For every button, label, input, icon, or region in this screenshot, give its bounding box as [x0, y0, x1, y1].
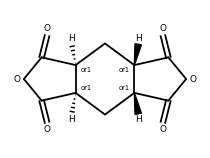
Text: O: O [43, 125, 51, 134]
Polygon shape [134, 93, 141, 114]
Polygon shape [134, 44, 141, 65]
Text: H: H [136, 115, 142, 124]
Text: O: O [43, 24, 51, 33]
Text: O: O [14, 75, 21, 83]
Text: or1: or1 [80, 67, 91, 73]
Text: or1: or1 [119, 67, 130, 73]
Text: H: H [136, 34, 142, 43]
Text: H: H [68, 115, 74, 124]
Text: or1: or1 [80, 85, 91, 91]
Text: O: O [189, 75, 196, 83]
Text: or1: or1 [119, 85, 130, 91]
Text: H: H [68, 34, 74, 43]
Text: O: O [159, 24, 167, 33]
Text: O: O [159, 125, 167, 134]
